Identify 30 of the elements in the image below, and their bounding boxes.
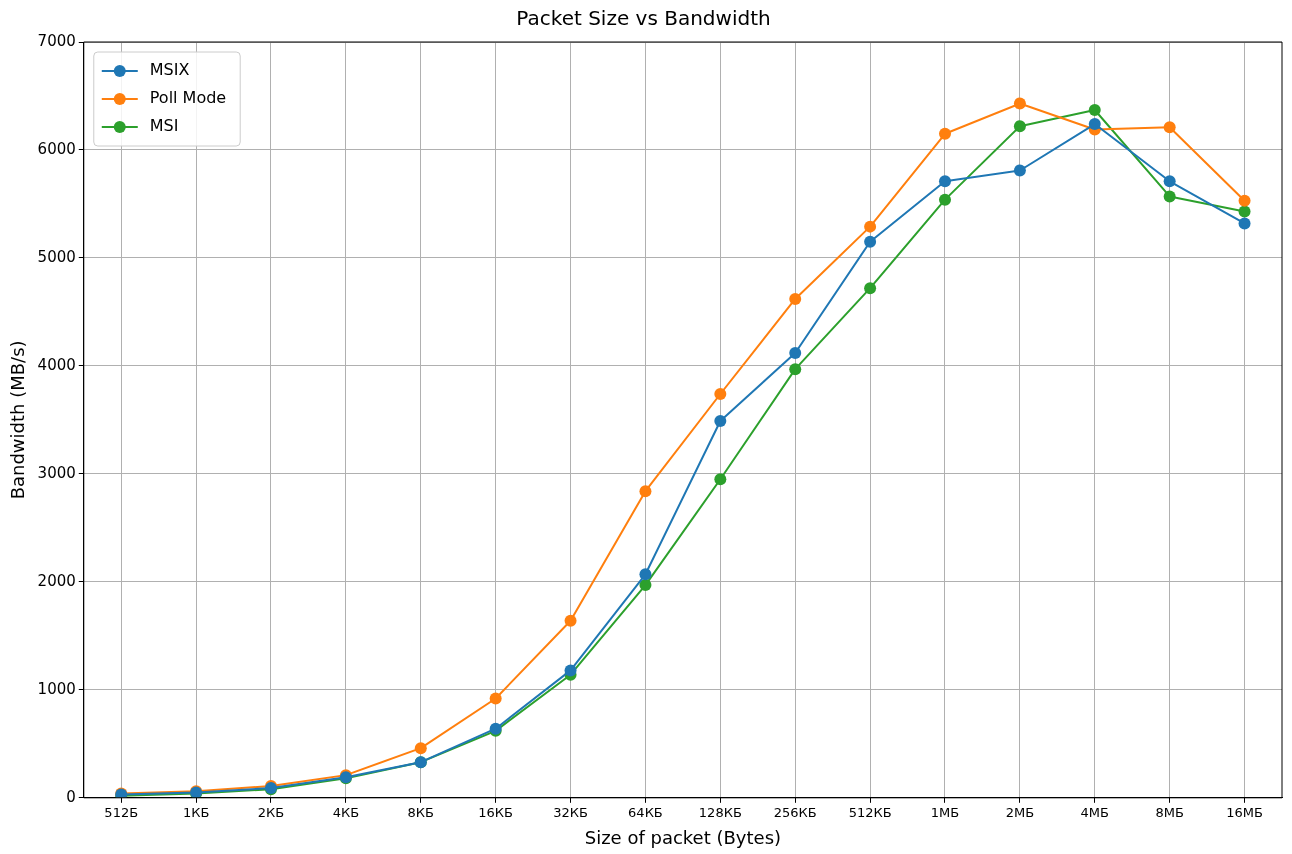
x-tick-label: 32КБ <box>553 804 588 820</box>
x-tick-label: 2КБ <box>257 804 285 820</box>
x-tick-label: 4МБ <box>1080 804 1109 820</box>
y-tick-label: 0 <box>66 787 76 806</box>
x-tick-label: 4КБ <box>332 804 360 820</box>
legend-label: Poll Mode <box>149 88 227 108</box>
x-tick-label: 128КБ <box>698 804 742 820</box>
y-tick-label: 1000 <box>37 679 76 698</box>
y-axis-title: Bandwidth (MB/s) <box>7 340 29 500</box>
y-tick-label: 6000 <box>37 139 76 158</box>
legend-label: MSI <box>149 116 179 136</box>
x-tick-label: 1КБ <box>182 804 210 820</box>
x-tick-label: 8КБ <box>407 804 434 820</box>
x-tick-label: 1МБ <box>930 804 960 820</box>
x-tick-label: 512Б <box>104 804 139 820</box>
legend-label: MSIX <box>149 60 190 80</box>
y-tick-label: 5000 <box>37 247 76 266</box>
x-tick-label: 8МБ <box>1155 804 1184 820</box>
x-tick-label: 64КБ <box>628 804 663 820</box>
y-tick-label: 4000 <box>37 355 76 374</box>
x-axis-title: Size of packet (Bytes) <box>584 826 782 848</box>
x-tick-label: 512КБ <box>848 804 892 820</box>
y-tick-label: 7000 <box>37 31 76 50</box>
y-tick-label: 2000 <box>37 571 76 590</box>
x-tick-label: 16КБ <box>478 804 514 820</box>
y-tick-label: 3000 <box>37 463 76 482</box>
x-tick-label: 256КБ <box>773 804 817 820</box>
chart-title: Packet Size vs Bandwidth <box>516 6 771 31</box>
x-tick-label: 2МБ <box>1005 804 1035 820</box>
x-tick-label: 16МБ <box>1226 804 1263 820</box>
